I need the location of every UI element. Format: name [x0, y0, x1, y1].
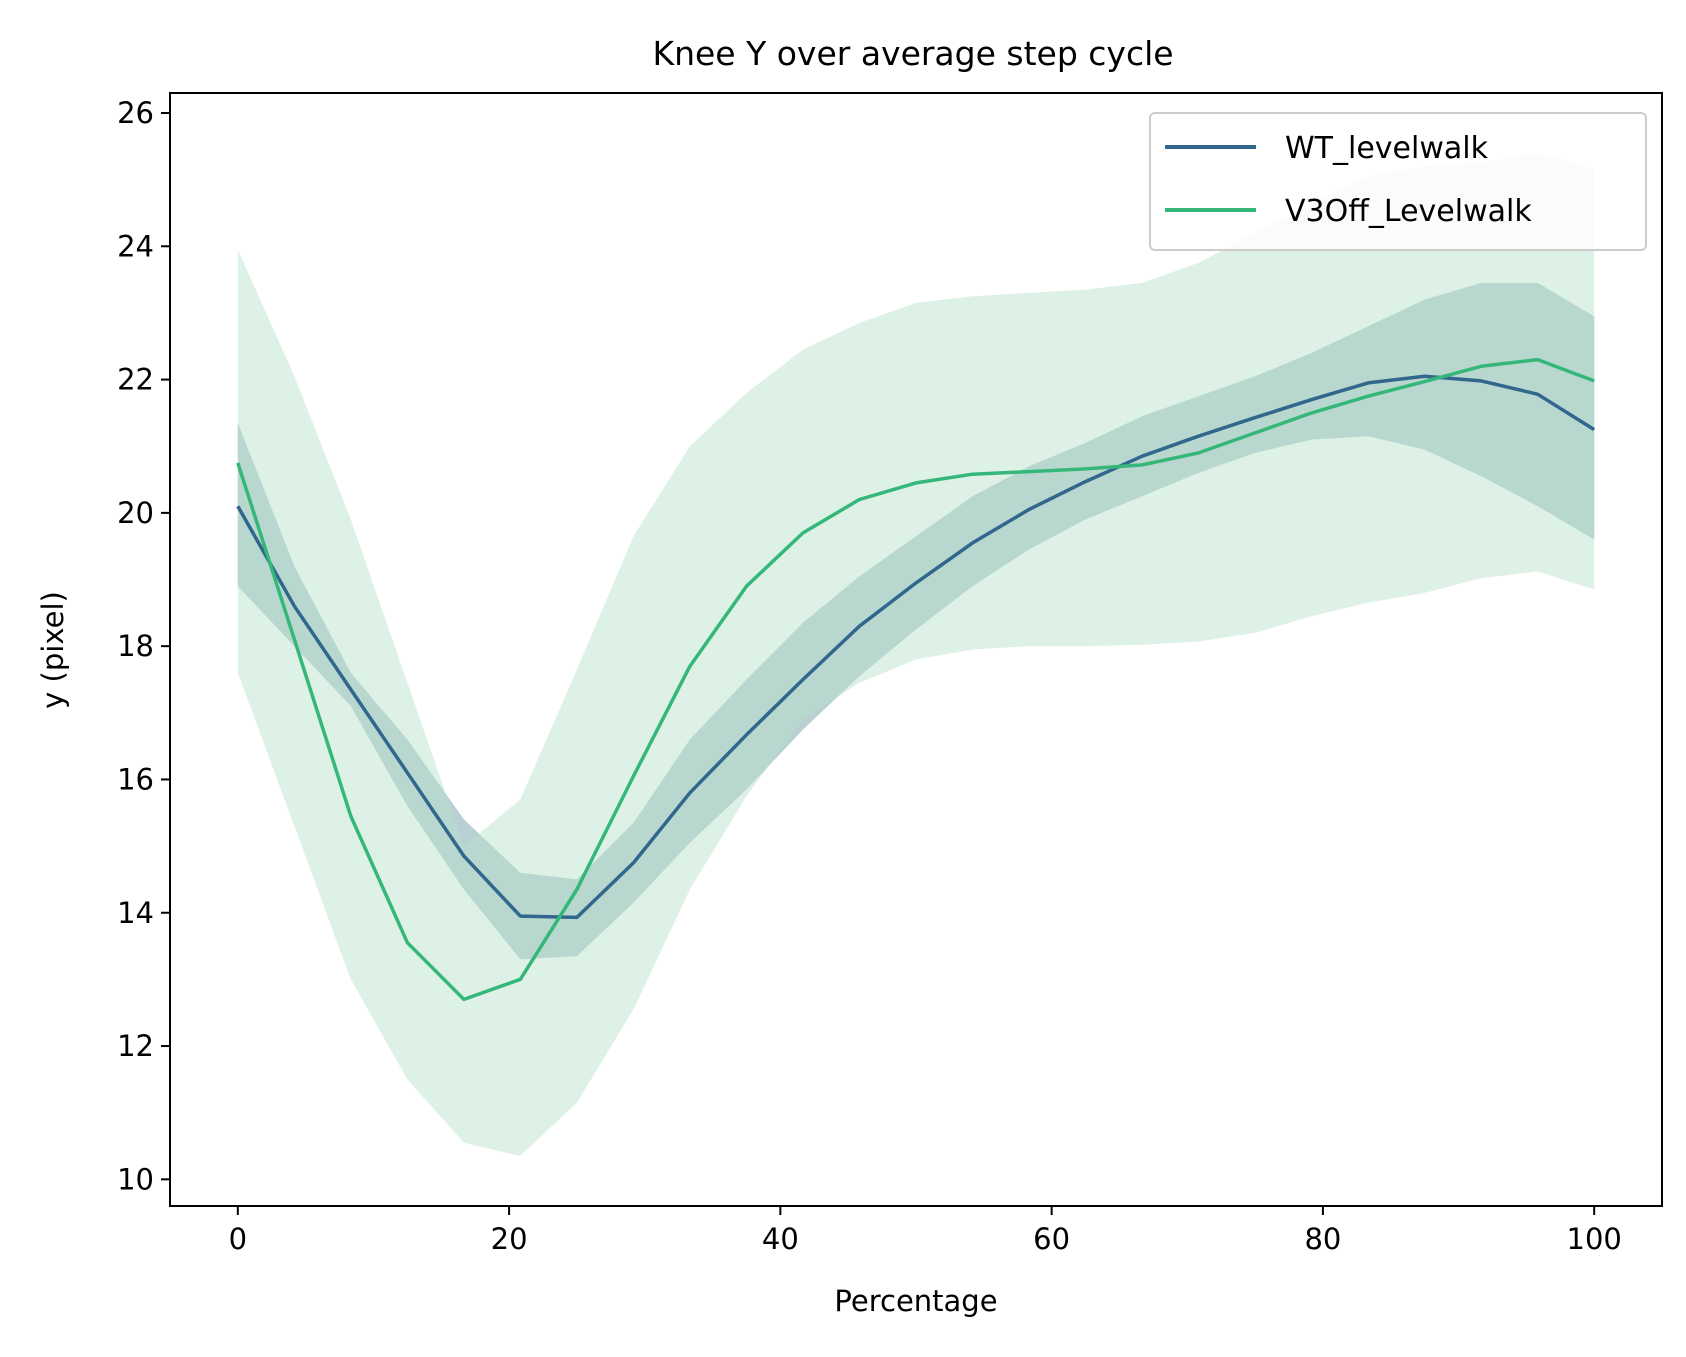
band-overlap-wt-levelwalk [237, 282, 1595, 960]
y-tick-label: 20 [117, 496, 154, 530]
x-tick-label: 0 [229, 1222, 247, 1256]
plot-frame [169, 92, 1663, 1207]
band-v3off-levelwalk [237, 153, 1595, 1156]
y-tick-label: 18 [117, 629, 154, 663]
confidence-bands [237, 153, 1595, 1156]
legend: WT_levelwalk V3Off_Levelwalk [1149, 112, 1647, 251]
x-tick-label: 20 [491, 1222, 528, 1256]
y-tick-label: 10 [117, 1162, 154, 1196]
chart-title: Knee Y over average step cycle [652, 34, 1173, 73]
y-tick-label: 14 [117, 896, 154, 930]
x-tick-label: 40 [762, 1222, 799, 1256]
line-wt-levelwalk [236, 374, 1596, 920]
x-tick-label: 100 [1567, 1222, 1622, 1256]
legend-label-v3off-levelwalk: V3Off_Levelwalk [1285, 194, 1532, 229]
y-axis-ticks: 10 12 14 16 18 20 22 24 26 [117, 96, 170, 1196]
line-v3off-levelwalk [236, 357, 1595, 1002]
x-tick-label: 80 [1304, 1222, 1341, 1256]
x-axis-ticks: 0 20 40 60 80 100 [229, 1206, 1622, 1256]
y-tick-label: 16 [117, 762, 154, 796]
series-lines [236, 357, 1596, 1002]
y-tick-label: 22 [117, 363, 154, 397]
y-tick-label: 24 [117, 229, 154, 263]
legend-box [1149, 112, 1647, 251]
y-tick-label: 12 [117, 1029, 154, 1063]
y-tick-label: 26 [117, 96, 154, 130]
legend-label-wt-levelwalk: WT_levelwalk [1285, 131, 1489, 166]
x-axis-label: Percentage [834, 1284, 997, 1318]
x-tick-label: 60 [1033, 1222, 1070, 1256]
y-axis-label: y (pixel) [36, 591, 70, 709]
